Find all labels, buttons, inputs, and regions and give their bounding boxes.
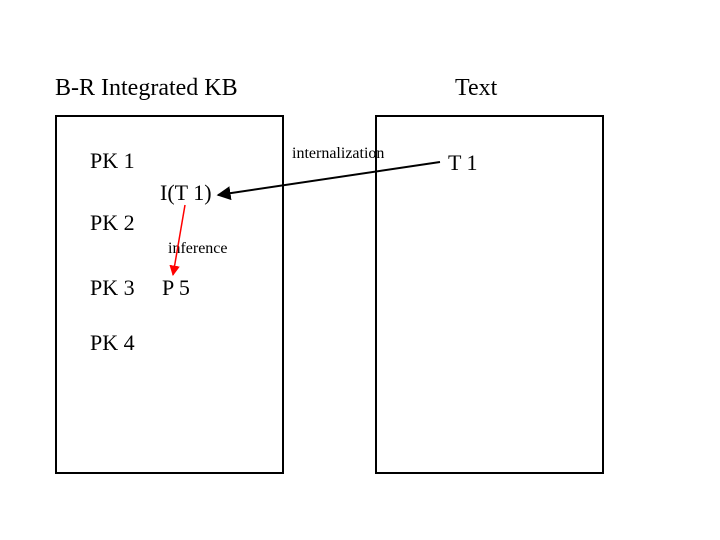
label-inference: inference — [168, 240, 228, 258]
left-title: B-R Integrated KB — [55, 75, 238, 102]
node-pk4: PK 4 — [90, 330, 135, 356]
node-it1: I(T 1) — [160, 180, 212, 206]
right-box — [375, 115, 604, 474]
node-pk3: PK 3 — [90, 275, 135, 301]
node-pk1: PK 1 — [90, 148, 135, 174]
right-title: Text — [455, 75, 497, 102]
node-t1: T 1 — [448, 150, 478, 176]
node-p5: P 5 — [162, 275, 190, 301]
node-pk2: PK 2 — [90, 210, 135, 236]
label-internalization: internalization — [292, 145, 384, 163]
